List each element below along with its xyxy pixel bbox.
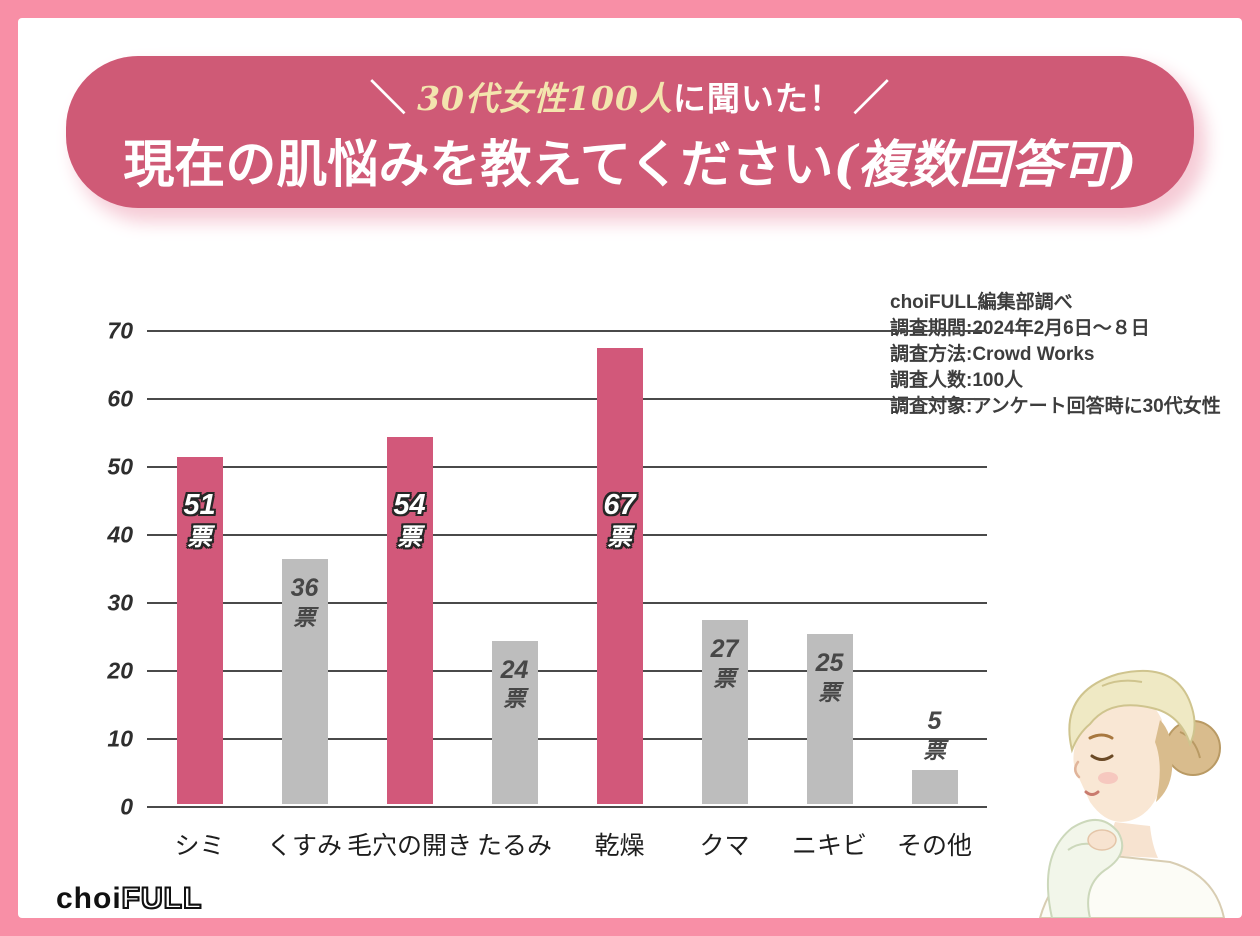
logo-solid-text: choi (56, 882, 122, 915)
bar-unit: 票 (713, 665, 736, 691)
bar-乾燥 (596, 348, 643, 804)
category-label-シミ: シミ (174, 832, 225, 860)
y-tick-10: 10 (107, 725, 133, 752)
gridline-50 (147, 466, 987, 468)
bar-unit: 票 (607, 523, 632, 551)
title-note: (複数回答可) (833, 135, 1137, 195)
y-tick-70: 70 (107, 317, 133, 344)
woman-illustration (1038, 669, 1226, 918)
survey-info: choiFULL編集部調べ調査期間:2024年2月6日〜８日 調査方法:Crowd… (890, 290, 1232, 420)
bar-value: 67 (603, 489, 636, 521)
bar-value: 36 (290, 574, 319, 603)
category-label-その他: その他 (896, 832, 972, 860)
bar-unit: 票 (293, 604, 316, 630)
y-tick-40: 40 (107, 521, 133, 548)
title-banner: ＼ 30代女性100人に聞いた！ ／ 現在の肌悩みを教えてください(複数回答可) (66, 56, 1194, 208)
title-rest: に聞いた！ (672, 80, 843, 117)
y-tick-30: 30 (107, 589, 133, 616)
y-tick-60: 60 (107, 385, 133, 412)
category-label-ニキビ: ニキビ (791, 832, 867, 860)
page-background: ＼ 30代女性100人に聞いた！ ／ 現在の肌悩みを教えてください(複数回答可)… (18, 18, 1242, 918)
survey-info-line: 調査方法:Crowd Works (890, 344, 1095, 365)
bar-value: 25 (815, 649, 844, 677)
category-label-乾燥: 乾燥 (594, 832, 645, 860)
bar-value: 27 (710, 635, 739, 664)
gridline-60 (147, 398, 987, 400)
gridline-20 (147, 670, 987, 672)
bar-label-ニキビ: 25 票 (785, 649, 875, 705)
survey-info-line: 調査期間:2024年2月6日〜８日 (890, 318, 1150, 339)
y-tick-0: 0 (120, 793, 133, 820)
title-open-slash: ＼ (369, 77, 407, 118)
bar-unit: 票 (923, 737, 946, 763)
bar-value: 24 (500, 655, 529, 684)
title-close-slash: ／ (853, 77, 891, 118)
survey-info-line: 調査対象:アンケート回答時に30代女性 (890, 396, 1221, 417)
category-label-たるみ: たるみ (476, 832, 552, 860)
bar-くすみ (281, 559, 328, 804)
bar-unit: 票 (187, 523, 212, 551)
bar-label-毛穴の開き: 54 票 (365, 489, 455, 551)
bar-クマ (701, 620, 748, 804)
choifull-logo: choiFULL (56, 881, 203, 916)
bar-シミ (176, 457, 223, 804)
category-label-毛穴の開き: 毛穴の開き (346, 832, 472, 860)
bar-unit: 票 (503, 686, 526, 712)
bar-たるみ (491, 640, 538, 804)
y-tick-20: 20 (107, 657, 133, 684)
bar-value: 54 (393, 489, 426, 521)
bar-unit: 票 (397, 523, 422, 551)
bar-label-シミ: 51 票 (155, 489, 245, 551)
gridline-70 (147, 330, 987, 332)
plot-area: 70 60 50 40 30 20 10 0 51 票シミ 36 票くすみ 54 票毛穴の開き 24 票たるみ… (107, 318, 987, 860)
survey-info-line: choiFULL編集部調べ (890, 292, 1073, 313)
logo-outline-text: FULL (121, 881, 203, 916)
bar-value: 5 (927, 707, 942, 735)
bar-label-クマ: 27 票 (680, 636, 770, 691)
title-main: 現在の肌悩みを教えてください (123, 136, 834, 193)
bar-ニキビ (806, 634, 853, 804)
title-highlight: 30代女性100人 (417, 79, 673, 118)
bar-label-乾燥: 67 票 (575, 489, 665, 551)
gridline-30 (147, 602, 987, 604)
gridline-0 (147, 806, 987, 808)
bar-label-たるみ: 24 票 (470, 655, 560, 712)
bar-label-くすみ: 36 票 (260, 575, 350, 630)
category-label-くすみ: くすみ (266, 832, 342, 860)
y-tick-50: 50 (107, 453, 133, 480)
category-label-クマ: クマ (699, 832, 750, 860)
bar-その他 (911, 770, 958, 804)
title-line1: ＼ 30代女性100人に聞いた！ ／ (66, 56, 1194, 121)
bar-unit: 票 (818, 679, 841, 705)
survey-info-line: 調査人数:100人 (890, 370, 1024, 391)
title-line2: 現在の肌悩みを教えてください(複数回答可) (66, 123, 1194, 197)
gridline-40 (147, 534, 987, 536)
bar-毛穴の開き (386, 436, 433, 804)
gridline-10 (147, 738, 987, 740)
bar-value: 51 (183, 489, 216, 521)
